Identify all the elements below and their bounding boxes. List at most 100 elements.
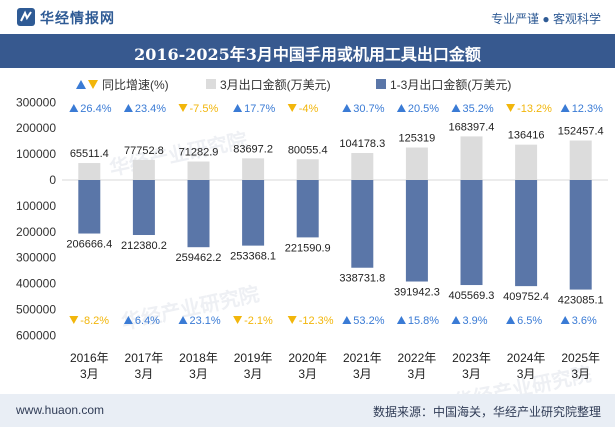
legend-up-triangle-icon bbox=[76, 80, 86, 89]
data-label-march: 152457.4 bbox=[558, 126, 604, 138]
x-tick-label-month: 3月 bbox=[462, 367, 481, 381]
growth-down-arrow-icon bbox=[69, 316, 79, 324]
growth-label-march: -13.2% bbox=[517, 103, 552, 115]
growth-label-ytd: 23.1% bbox=[190, 315, 221, 327]
x-tick-label-month: 3月 bbox=[408, 367, 427, 381]
growth-label-ytd: -12.3% bbox=[299, 315, 334, 327]
data-label-march: 168397.4 bbox=[449, 121, 495, 133]
y-tick-label: 400000 bbox=[16, 277, 56, 291]
legend-swatch-march bbox=[206, 79, 216, 89]
x-tick-label-year: 2024年 bbox=[507, 351, 546, 365]
growth-up-arrow-icon bbox=[451, 316, 461, 324]
x-tick-label-month: 3月 bbox=[80, 367, 99, 381]
growth-up-arrow-icon bbox=[233, 104, 243, 112]
growth-label-march: -7.5% bbox=[190, 103, 219, 115]
data-label-ytd: 409752.4 bbox=[503, 291, 549, 303]
data-label-ytd: 253368.1 bbox=[230, 251, 276, 263]
x-tick-label-year: 2018年 bbox=[179, 351, 218, 365]
growth-label-ytd: 15.8% bbox=[408, 315, 439, 327]
growth-up-arrow-icon bbox=[506, 316, 516, 324]
title-bar: 2016-2025年3月中国手用或机用工具出口金额 bbox=[0, 34, 615, 68]
export-chart: 同比增速(%) 3月出口金额(万美元) 1-3月出口金额(万美元) 300000 200… bbox=[16, 77, 608, 381]
bar-ytd bbox=[569, 180, 592, 290]
x-tick-label-year: 2019年 bbox=[234, 351, 273, 365]
growth-up-arrow-icon bbox=[123, 316, 133, 324]
x-tick-label-month: 3月 bbox=[517, 367, 536, 381]
bar-ytd bbox=[351, 180, 374, 268]
brand-name: 华经情报网 bbox=[40, 10, 115, 26]
x-tick-label-month: 3月 bbox=[353, 367, 372, 381]
growth-label-ytd: 53.2% bbox=[353, 315, 384, 327]
chart-title: 2016-2025年3月中国手用或机用工具出口金额 bbox=[134, 45, 481, 64]
bar-march bbox=[405, 147, 428, 180]
data-label-march: 80055.4 bbox=[288, 144, 328, 156]
growth-label-march: 12.3% bbox=[572, 103, 603, 115]
growth-down-arrow-icon bbox=[506, 104, 516, 112]
growth-label-march: 26.4% bbox=[80, 103, 111, 115]
bar-ytd bbox=[187, 180, 210, 248]
bar-ytd bbox=[296, 180, 319, 238]
bar-march bbox=[351, 153, 374, 180]
x-tick-label-year: 2022年 bbox=[398, 351, 437, 365]
x-tick-label-month: 3月 bbox=[189, 367, 208, 381]
x-tick-label-year: 2016年 bbox=[70, 351, 109, 365]
data-label-ytd: 405569.3 bbox=[449, 290, 495, 302]
data-label-ytd: 221590.9 bbox=[285, 242, 331, 254]
growth-label-march: 30.7% bbox=[353, 103, 384, 115]
data-label-ytd: 259462.2 bbox=[176, 252, 222, 264]
bar-march bbox=[78, 163, 101, 180]
growth-up-arrow-icon bbox=[342, 104, 352, 112]
growth-label-march: 35.2% bbox=[463, 103, 494, 115]
bar-march bbox=[132, 159, 155, 180]
data-label-march: 136416 bbox=[508, 130, 545, 142]
bar-march bbox=[242, 158, 265, 180]
growth-label-march: 17.7% bbox=[244, 103, 275, 115]
legend-label-ytd: 1-3月出口金额(万美元) bbox=[390, 77, 511, 92]
bar-ytd bbox=[515, 180, 538, 287]
footer-bar: www.huaon.com 数据来源：中国海关，华经产业研究院整理 bbox=[0, 394, 615, 427]
data-label-ytd: 391942.3 bbox=[394, 287, 440, 299]
bar-march bbox=[569, 140, 592, 180]
growth-label-ytd: 3.9% bbox=[463, 315, 488, 327]
x-tick-label-month: 3月 bbox=[244, 367, 263, 381]
data-label-march: 77752.8 bbox=[124, 145, 164, 157]
x-tick-label-month: 3月 bbox=[135, 367, 154, 381]
growth-up-arrow-icon bbox=[178, 316, 188, 324]
growth-label-ytd: -2.1% bbox=[244, 315, 273, 327]
growth-down-arrow-icon bbox=[287, 316, 297, 324]
bar-march bbox=[515, 144, 538, 180]
y-tick-label: 200000 bbox=[16, 225, 56, 239]
x-tick-label-year: 2017年 bbox=[125, 351, 164, 365]
growth-down-arrow-icon bbox=[287, 104, 297, 112]
y-tick-label: 100000 bbox=[16, 199, 56, 213]
x-tick-label-year: 2021年 bbox=[343, 351, 382, 365]
y-tick-label: 100000 bbox=[16, 147, 56, 161]
x-tick-label-year: 2023年 bbox=[452, 351, 491, 365]
growth-up-arrow-icon bbox=[560, 316, 570, 324]
data-label-march: 104178.3 bbox=[339, 138, 385, 150]
growth-up-arrow-icon bbox=[451, 104, 461, 112]
data-label-ytd: 423085.1 bbox=[558, 295, 604, 307]
y-tick-label: 300000 bbox=[16, 95, 56, 109]
growth-up-arrow-icon bbox=[560, 104, 570, 112]
data-label-march: 83697.2 bbox=[233, 143, 273, 155]
growth-label-march: 23.4% bbox=[135, 103, 166, 115]
bar-ytd bbox=[132, 180, 155, 236]
bar-march bbox=[460, 136, 483, 180]
growth-down-arrow-icon bbox=[233, 316, 243, 324]
bar-march bbox=[187, 161, 210, 180]
data-label-ytd: 206666.4 bbox=[66, 239, 112, 251]
legend-label-march: 3月出口金额(万美元) bbox=[220, 77, 331, 92]
y-tick-label: 500000 bbox=[16, 303, 56, 317]
growth-down-arrow-icon bbox=[178, 104, 188, 112]
footer-url: www.huaon.com bbox=[16, 403, 105, 417]
data-label-march: 65511.4 bbox=[70, 148, 109, 160]
x-tick-label-month: 3月 bbox=[298, 367, 317, 381]
bar-ytd bbox=[405, 180, 428, 282]
growth-label-ytd: 3.6% bbox=[572, 315, 597, 327]
y-tick-label: 200000 bbox=[16, 121, 56, 135]
logo-icon bbox=[17, 8, 35, 26]
header-tagline: 专业严谨 ● 客观科学 bbox=[491, 12, 601, 26]
growth-up-arrow-icon bbox=[396, 104, 406, 112]
